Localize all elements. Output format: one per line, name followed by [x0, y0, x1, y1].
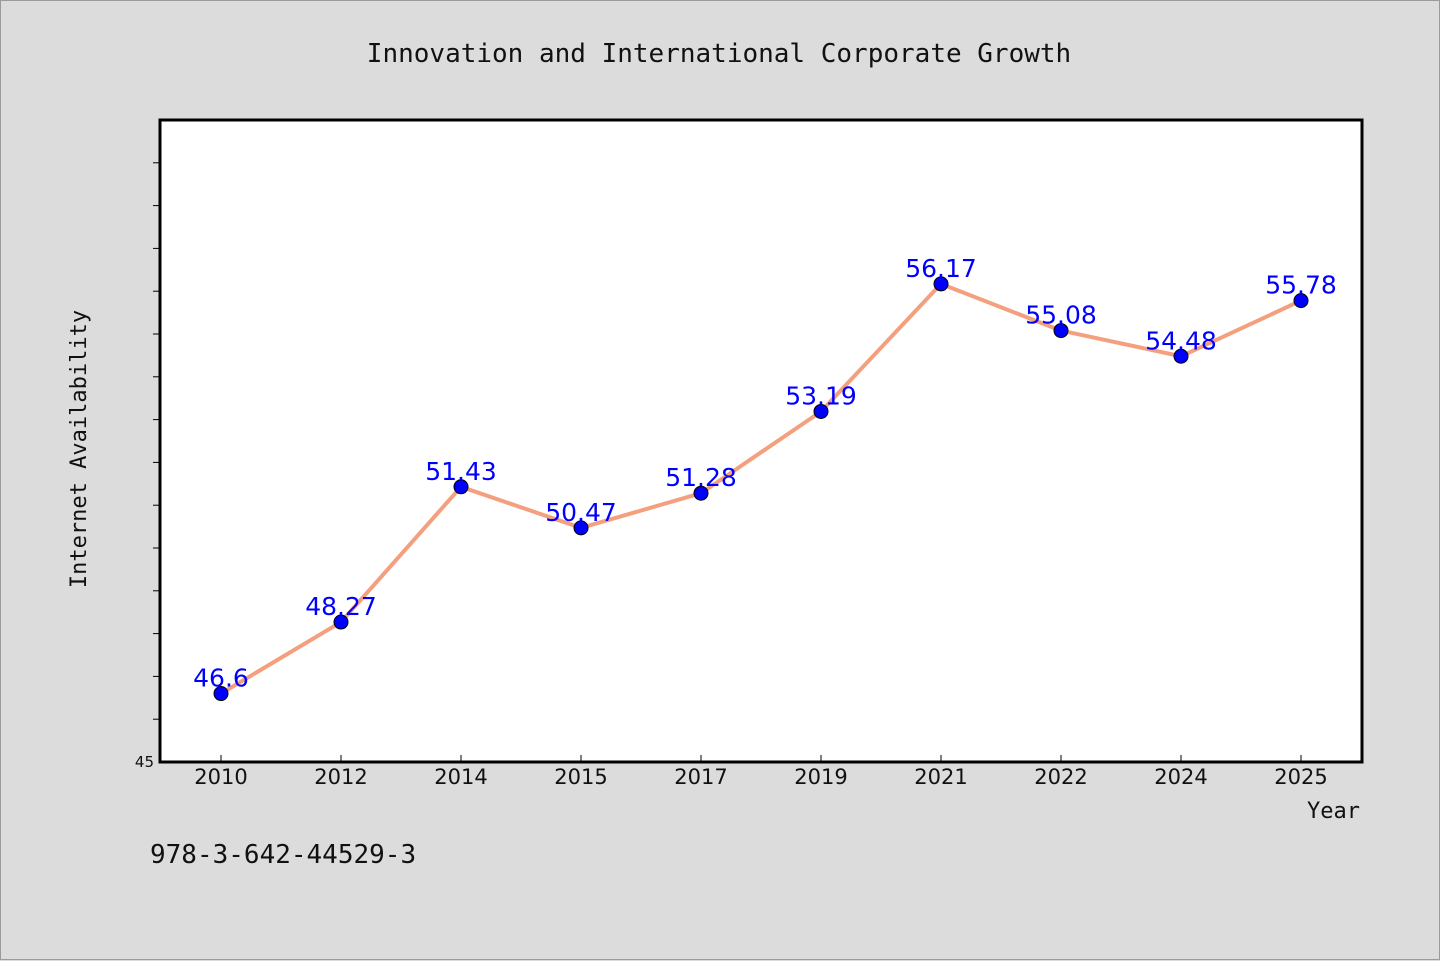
y-axis-title: Internet Availability [67, 310, 92, 588]
data-point [1173, 348, 1189, 364]
x-tick-label: 2022 [1034, 765, 1087, 789]
data-label: 46.6 [193, 664, 249, 693]
x-tick-label: 2012 [314, 765, 367, 789]
x-tick-label: 2017 [674, 765, 727, 789]
x-tick-label: 2014 [434, 765, 487, 789]
x-axis-title: Year [1307, 799, 1360, 824]
data-point [213, 686, 229, 702]
x-tick-label: 2015 [554, 765, 607, 789]
data-point [813, 403, 829, 419]
data-label: 54.48 [1145, 326, 1217, 355]
data-point [573, 520, 589, 536]
data-point [333, 614, 349, 630]
data-label: 51.43 [425, 457, 497, 486]
x-tick-label: 2010 [194, 765, 247, 789]
data-point [1053, 323, 1069, 339]
data-label: 48.27 [305, 592, 377, 621]
isbn-footer: 978-3-642-44529-3 [150, 840, 416, 870]
data-point [933, 276, 949, 292]
x-tick-label: 2024 [1154, 765, 1207, 789]
data-label: 53.19 [785, 381, 857, 410]
plot-area [158, 118, 1364, 764]
data-label: 55.08 [1025, 301, 1097, 330]
data-point [693, 485, 709, 501]
data-label: 50.47 [545, 498, 617, 527]
x-axis-ticks: 2010 2012 2014 2015 2017 2019 2021 2022 2024 2025 [194, 755, 1328, 789]
data-label: 56.17 [905, 254, 977, 283]
x-tick-label: 2025 [1274, 765, 1327, 789]
series-layer: 46.6 48.27 51.43 50.47 51.28 53.19 56.17 55.08 5… [193, 254, 1337, 702]
data-label: 51.28 [665, 463, 737, 492]
series-line [219, 281, 1302, 696]
x-tick-label: 2021 [914, 765, 967, 789]
data-point [453, 479, 469, 495]
y-tick-label: 45 [135, 753, 154, 771]
data-point [1293, 293, 1309, 309]
data-label: 55.78 [1265, 271, 1337, 300]
chart-title: Innovation and International Corporate G… [367, 39, 1071, 69]
x-tick-label: 2019 [794, 765, 847, 789]
y-axis-ticks: 45 [135, 162, 160, 771]
